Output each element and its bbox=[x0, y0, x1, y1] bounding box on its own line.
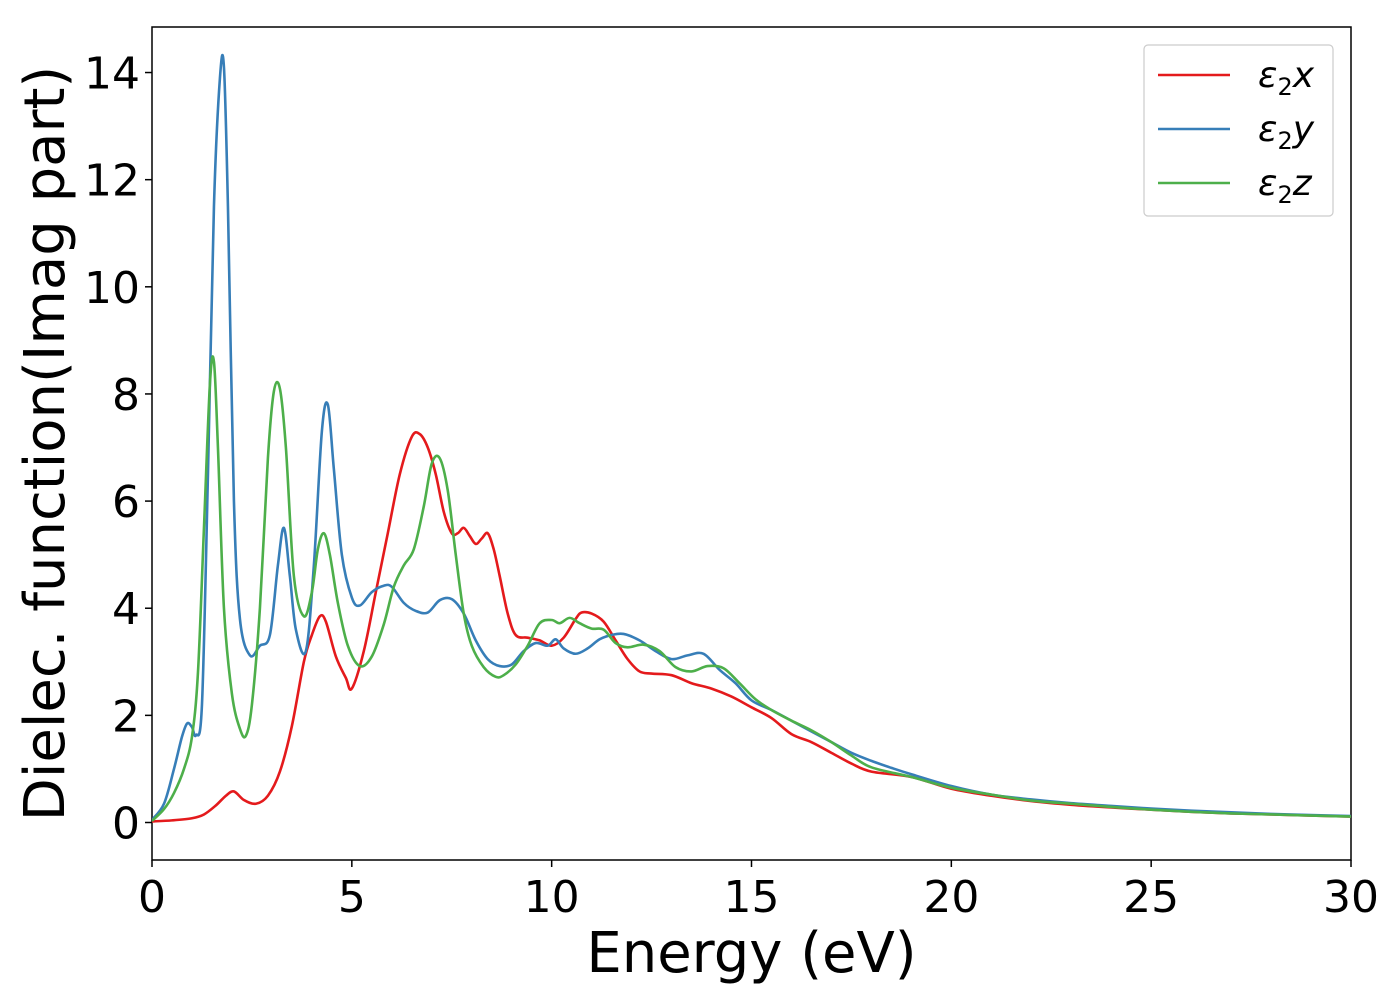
y-axis-label: Dielec. function(Imag part) bbox=[13, 66, 78, 822]
legend-label-x: ε2x bbox=[1258, 55, 1315, 101]
x-tick-label: 0 bbox=[138, 872, 166, 923]
series-line-z bbox=[152, 355, 1351, 822]
legend: ε2x ε2y ε2z bbox=[1143, 44, 1334, 217]
x-axis-ticks: 0 5 10 15 20 25 30 bbox=[138, 860, 1379, 923]
x-tick-label: 25 bbox=[1123, 872, 1179, 923]
y-tick-label: 10 bbox=[84, 263, 140, 314]
x-tick-label: 5 bbox=[338, 872, 366, 923]
x-axis-label: Energy (eV) bbox=[586, 921, 916, 986]
y-tick-label: 6 bbox=[112, 477, 140, 528]
y-axis-ticks: 0 2 4 6 8 10 12 14 bbox=[84, 49, 152, 850]
legend-label-y: ε2y bbox=[1258, 109, 1315, 155]
series-layer bbox=[152, 53, 1351, 823]
y-tick-label: 8 bbox=[112, 370, 140, 421]
y-tick-label: 4 bbox=[112, 584, 140, 635]
series-line-x bbox=[152, 430, 1351, 823]
y-tick-label: 14 bbox=[84, 49, 140, 100]
x-tick-label: 30 bbox=[1323, 872, 1379, 923]
legend-box bbox=[1143, 44, 1334, 217]
x-tick-label: 10 bbox=[524, 872, 580, 923]
y-tick-label: 12 bbox=[84, 156, 140, 207]
x-tick-label: 15 bbox=[724, 872, 780, 923]
y-tick-label: 2 bbox=[112, 691, 140, 742]
x-tick-label: 20 bbox=[923, 872, 979, 923]
y-tick-label: 0 bbox=[112, 799, 140, 850]
legend-label-z: ε2z bbox=[1258, 163, 1313, 209]
series-line-y bbox=[152, 53, 1351, 821]
